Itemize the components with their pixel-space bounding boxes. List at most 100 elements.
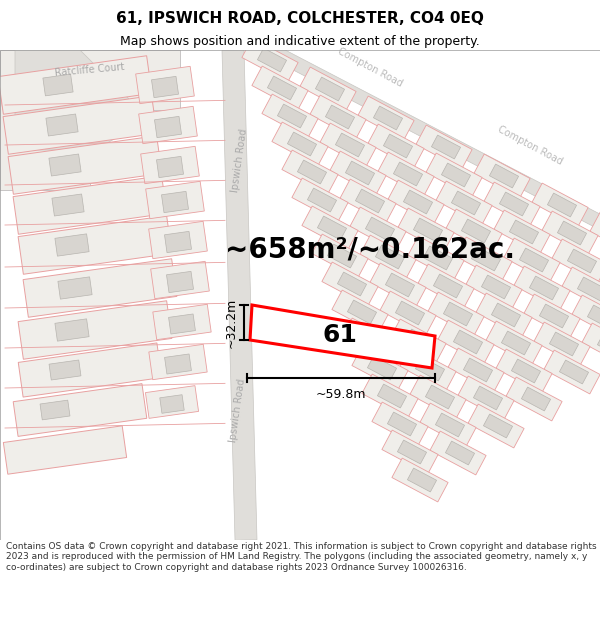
Polygon shape bbox=[0, 50, 180, 190]
Polygon shape bbox=[388, 180, 444, 224]
Polygon shape bbox=[486, 321, 542, 365]
Polygon shape bbox=[13, 384, 147, 436]
Polygon shape bbox=[490, 164, 518, 188]
Text: Compton Road: Compton Road bbox=[336, 46, 404, 88]
Polygon shape bbox=[355, 189, 385, 213]
Polygon shape bbox=[413, 218, 443, 242]
Polygon shape bbox=[161, 191, 188, 213]
Polygon shape bbox=[461, 219, 491, 243]
Polygon shape bbox=[568, 249, 596, 273]
Polygon shape bbox=[484, 182, 540, 226]
Polygon shape bbox=[390, 319, 446, 363]
Polygon shape bbox=[454, 330, 482, 354]
Polygon shape bbox=[511, 359, 541, 383]
Polygon shape bbox=[149, 221, 208, 259]
Polygon shape bbox=[365, 217, 395, 241]
Polygon shape bbox=[424, 246, 452, 270]
Polygon shape bbox=[562, 267, 600, 311]
Polygon shape bbox=[380, 291, 436, 335]
Polygon shape bbox=[400, 347, 456, 391]
Text: 61: 61 bbox=[323, 323, 358, 347]
Polygon shape bbox=[362, 374, 418, 418]
Polygon shape bbox=[40, 400, 70, 420]
Polygon shape bbox=[550, 332, 578, 356]
Polygon shape bbox=[18, 301, 172, 359]
Polygon shape bbox=[582, 323, 600, 367]
Polygon shape bbox=[529, 276, 559, 300]
Polygon shape bbox=[463, 358, 493, 382]
Polygon shape bbox=[325, 105, 355, 129]
Polygon shape bbox=[395, 301, 425, 325]
Polygon shape bbox=[509, 220, 539, 244]
Polygon shape bbox=[425, 385, 455, 409]
Polygon shape bbox=[302, 206, 358, 250]
Polygon shape bbox=[320, 123, 376, 167]
Polygon shape bbox=[415, 357, 445, 381]
Polygon shape bbox=[268, 76, 296, 100]
Text: Ipswich Road: Ipswich Road bbox=[230, 127, 250, 192]
Polygon shape bbox=[598, 333, 600, 357]
Polygon shape bbox=[472, 247, 500, 271]
Polygon shape bbox=[146, 181, 205, 219]
Polygon shape bbox=[55, 234, 89, 256]
Polygon shape bbox=[335, 133, 365, 157]
Polygon shape bbox=[418, 264, 474, 308]
Polygon shape bbox=[433, 274, 463, 298]
Polygon shape bbox=[282, 150, 338, 194]
Text: Ipswich Road: Ipswich Road bbox=[229, 378, 247, 442]
Polygon shape bbox=[139, 106, 197, 144]
Polygon shape bbox=[524, 294, 580, 338]
Polygon shape bbox=[342, 318, 398, 362]
Polygon shape bbox=[408, 236, 464, 280]
Polygon shape bbox=[368, 124, 424, 168]
Polygon shape bbox=[153, 304, 211, 340]
Polygon shape bbox=[328, 244, 356, 268]
Polygon shape bbox=[317, 216, 347, 240]
Polygon shape bbox=[312, 234, 368, 278]
Polygon shape bbox=[151, 261, 209, 299]
Polygon shape bbox=[166, 271, 194, 292]
Text: Contains OS data © Crown copyright and database right 2021. This information is : Contains OS data © Crown copyright and d… bbox=[6, 542, 596, 571]
Polygon shape bbox=[456, 237, 512, 281]
Polygon shape bbox=[4, 426, 127, 474]
Polygon shape bbox=[272, 122, 328, 166]
Polygon shape bbox=[473, 386, 503, 410]
Polygon shape bbox=[164, 354, 191, 374]
Polygon shape bbox=[43, 74, 73, 96]
Polygon shape bbox=[494, 210, 550, 254]
Polygon shape bbox=[352, 346, 408, 390]
Polygon shape bbox=[252, 66, 308, 110]
Polygon shape bbox=[49, 360, 81, 380]
Polygon shape bbox=[474, 154, 530, 198]
Polygon shape bbox=[446, 209, 502, 253]
Polygon shape bbox=[277, 104, 307, 128]
Polygon shape bbox=[430, 431, 486, 475]
Polygon shape bbox=[157, 156, 184, 178]
Polygon shape bbox=[426, 153, 482, 197]
Polygon shape bbox=[544, 350, 600, 394]
Polygon shape bbox=[307, 188, 337, 212]
Polygon shape bbox=[552, 239, 600, 283]
Polygon shape bbox=[49, 154, 81, 176]
Polygon shape bbox=[347, 300, 377, 324]
Polygon shape bbox=[428, 292, 484, 336]
Polygon shape bbox=[358, 328, 386, 352]
Polygon shape bbox=[451, 191, 481, 215]
Polygon shape bbox=[250, 305, 435, 368]
Polygon shape bbox=[262, 94, 318, 138]
Polygon shape bbox=[0, 56, 152, 114]
Polygon shape bbox=[542, 211, 598, 255]
Polygon shape bbox=[242, 38, 298, 82]
Polygon shape bbox=[438, 320, 494, 364]
Polygon shape bbox=[388, 412, 416, 436]
Polygon shape bbox=[520, 248, 548, 272]
Polygon shape bbox=[587, 305, 600, 329]
Polygon shape bbox=[466, 265, 522, 309]
Polygon shape bbox=[257, 48, 287, 72]
Polygon shape bbox=[577, 277, 600, 301]
Polygon shape bbox=[468, 404, 524, 448]
Polygon shape bbox=[149, 344, 207, 380]
Polygon shape bbox=[287, 132, 317, 156]
Polygon shape bbox=[164, 231, 191, 253]
Polygon shape bbox=[267, 44, 600, 228]
